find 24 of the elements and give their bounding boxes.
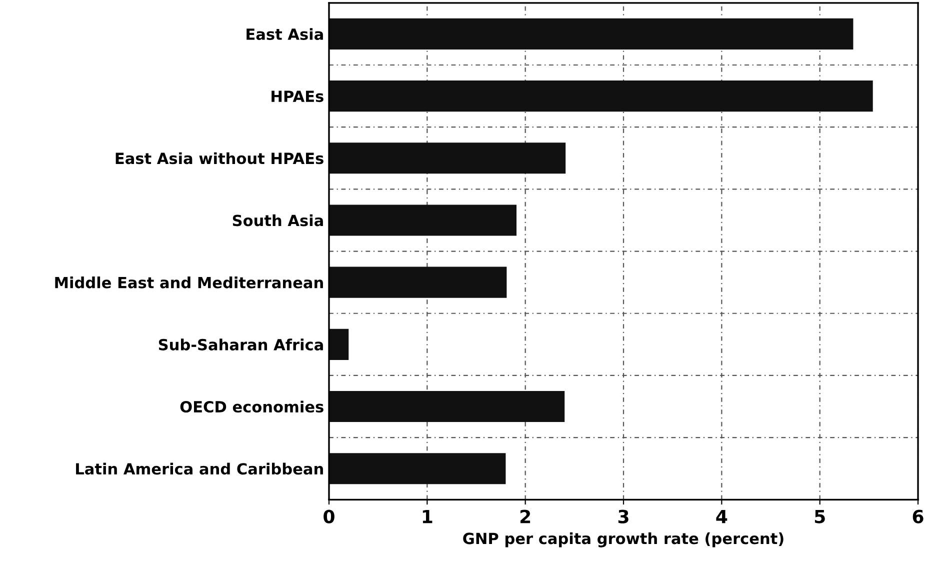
x-tick-label: 0 (324, 510, 334, 524)
x-tick-label: 1 (422, 510, 432, 524)
bar (328, 328, 349, 360)
y-tick-label: HPAEs (272, 90, 324, 102)
bar (328, 204, 516, 236)
y-tick-label: East Asia without HPAEs (116, 152, 324, 164)
bar (328, 18, 854, 50)
bar (328, 80, 873, 112)
x-tick-label: 5 (814, 510, 825, 524)
x-tick-label: 3 (618, 510, 628, 524)
x-axis-title: GNP per capita growth rate (percent) (463, 532, 784, 548)
bar (328, 390, 565, 422)
x-tick-label: 2 (520, 510, 530, 524)
y-tick-label: Sub-Saharan Africa (158, 338, 323, 350)
x-tick-label: 4 (716, 510, 728, 524)
y-tick-label: Middle East and Mediterranean (55, 276, 323, 288)
y-tick-label: East Asia (246, 28, 323, 40)
y-tick-label: South Asia (232, 214, 323, 226)
bar (328, 266, 507, 298)
y-tick-label: Latin America and Caribbean (76, 462, 323, 475)
x-tick-label: 6 (912, 510, 924, 524)
bar (328, 142, 566, 174)
bar (328, 453, 506, 484)
y-tick-label: OECD economies (180, 400, 324, 413)
